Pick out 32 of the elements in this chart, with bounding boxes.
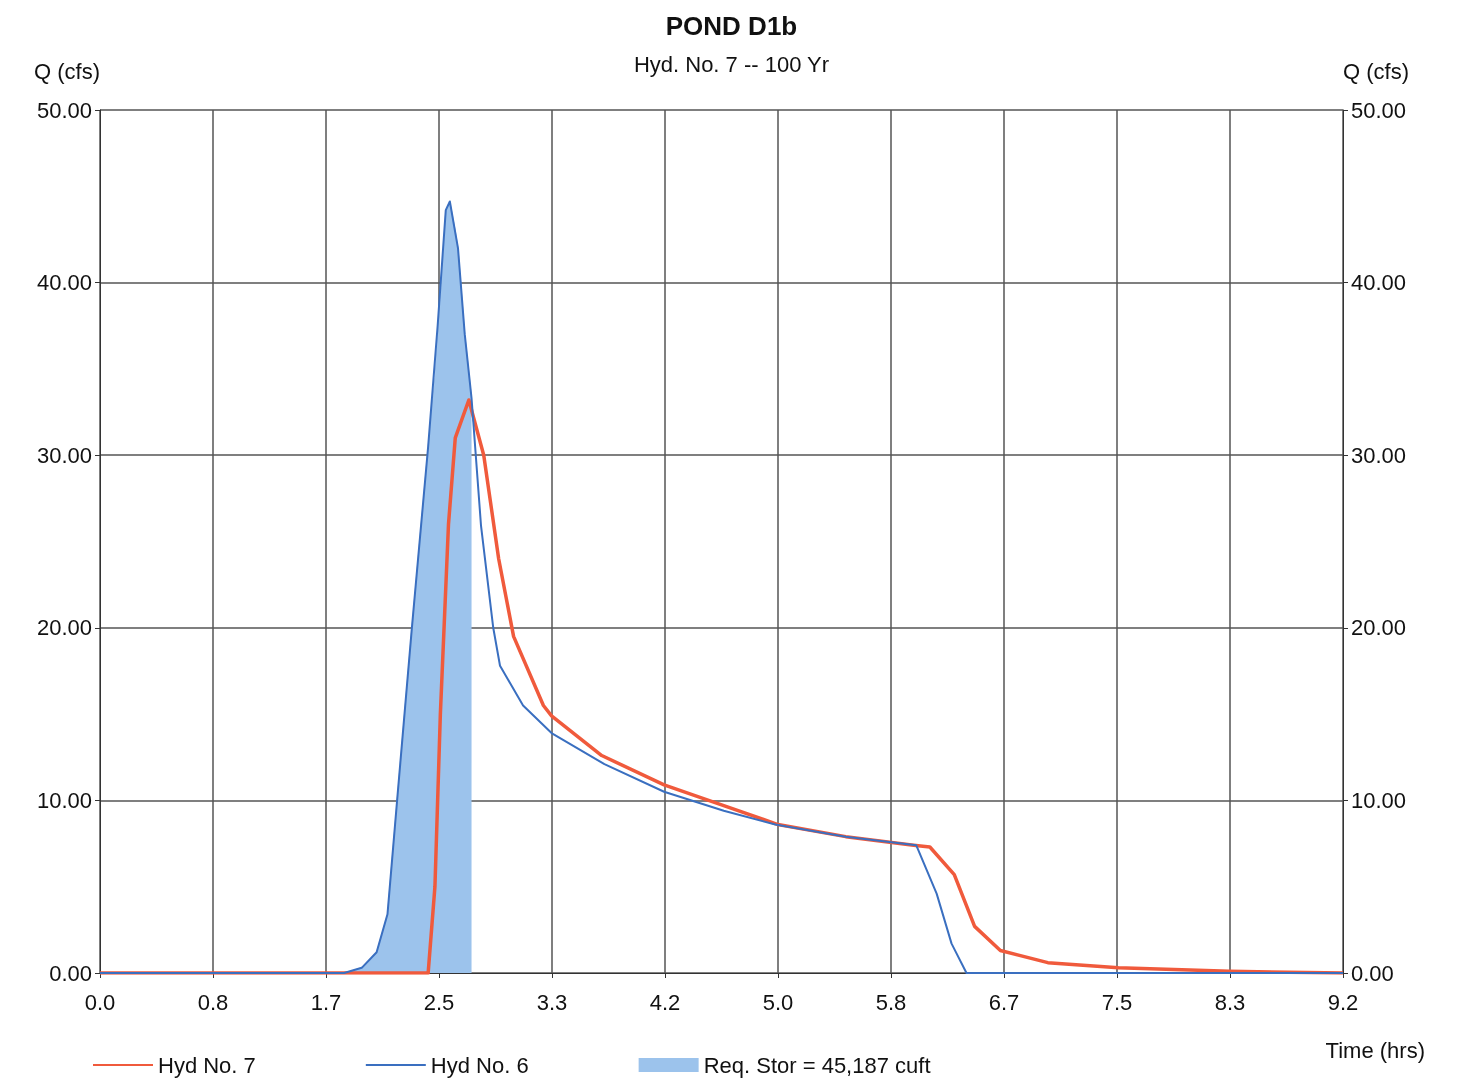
- legend-label: Req. Stor = 45,187 cuft: [703, 1052, 931, 1078]
- x-tick-label: 1.7: [310, 989, 342, 1015]
- x-tick-label: 8.3: [1214, 989, 1246, 1015]
- x-tick-label: 5.8: [875, 989, 907, 1015]
- x-tick-label: 2.5: [423, 989, 455, 1015]
- x-tick-label: 0.8: [197, 989, 229, 1015]
- x-axis-title: Time (hrs): [1325, 1037, 1426, 1063]
- x-tick-label: 0.0: [84, 989, 116, 1015]
- y2-axis-title: Q (cfs): [1343, 58, 1409, 84]
- y2-tick-label: 0.00: [1351, 960, 1394, 986]
- y-tick-label: 10.00: [36, 787, 92, 813]
- x-tick-label: 5.0: [762, 989, 794, 1015]
- y-tick-label: 0.00: [49, 960, 92, 986]
- x-tick-label: 6.7: [988, 989, 1020, 1015]
- y2-tick-label: 10.00: [1351, 787, 1407, 813]
- x-tick-label: 7.5: [1101, 989, 1133, 1015]
- y-tick-label: 30.00: [36, 442, 92, 468]
- y2-tick-label: 30.00: [1351, 442, 1407, 468]
- y-tick-label: 50.00: [36, 97, 92, 123]
- y-tick-label: 20.00: [36, 615, 92, 641]
- y2-tick-label: 40.00: [1351, 270, 1407, 296]
- legend-label: Hyd No. 7: [158, 1052, 256, 1078]
- legend-label: Hyd No. 6: [430, 1052, 529, 1078]
- y2-tick-label: 20.00: [1351, 615, 1407, 641]
- chart-title: POND D1b: [665, 11, 798, 41]
- x-tick-label: 4.2: [649, 989, 681, 1015]
- y2-tick-label: 50.00: [1351, 97, 1407, 123]
- x-tick-label: 9.2: [1327, 989, 1359, 1015]
- y-axis-title: Q (cfs): [34, 58, 100, 84]
- chart-subtitle: Hyd. No. 7 -- 100 Yr: [633, 51, 830, 77]
- x-tick-label: 3.3: [536, 989, 568, 1015]
- y-tick-label: 40.00: [36, 270, 92, 296]
